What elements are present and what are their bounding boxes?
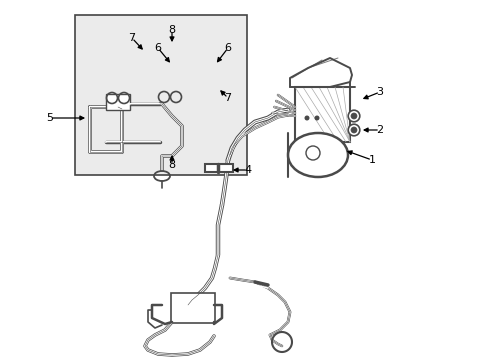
FancyBboxPatch shape [204, 164, 232, 172]
Text: 3: 3 [376, 87, 383, 97]
Circle shape [350, 127, 356, 133]
Text: 7: 7 [224, 93, 231, 103]
Circle shape [304, 116, 309, 121]
FancyBboxPatch shape [106, 94, 130, 110]
Circle shape [350, 113, 356, 119]
FancyBboxPatch shape [171, 293, 215, 323]
Text: 6: 6 [224, 43, 231, 53]
FancyBboxPatch shape [294, 87, 349, 142]
Circle shape [314, 116, 319, 121]
Text: 2: 2 [376, 125, 383, 135]
Text: 7: 7 [128, 33, 135, 43]
Text: 4: 4 [244, 165, 251, 175]
Ellipse shape [287, 133, 347, 177]
Circle shape [347, 110, 359, 122]
Text: 1: 1 [368, 155, 375, 165]
FancyBboxPatch shape [75, 15, 246, 175]
Text: 8: 8 [168, 25, 175, 35]
Circle shape [347, 124, 359, 136]
Text: 8: 8 [168, 160, 175, 170]
Text: 6: 6 [154, 43, 161, 53]
Text: 5: 5 [46, 113, 53, 123]
